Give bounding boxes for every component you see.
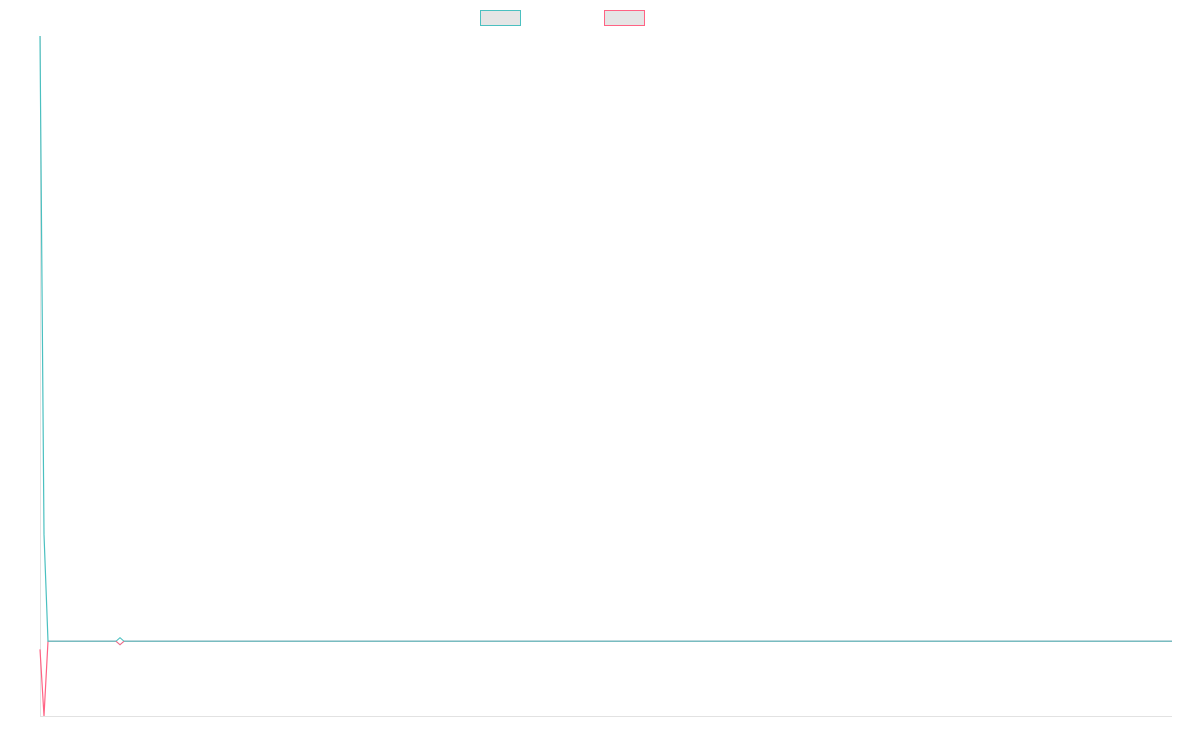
series-1-line (39, 35, 1172, 642)
data-point-overlay (115, 640, 125, 646)
data-point[interactable] (115, 637, 125, 646)
series-2-line (39, 640, 1172, 717)
legend (480, 10, 645, 26)
legend-swatch-series-2[interactable] (604, 10, 645, 26)
legend-swatch-series-1[interactable] (480, 10, 521, 26)
